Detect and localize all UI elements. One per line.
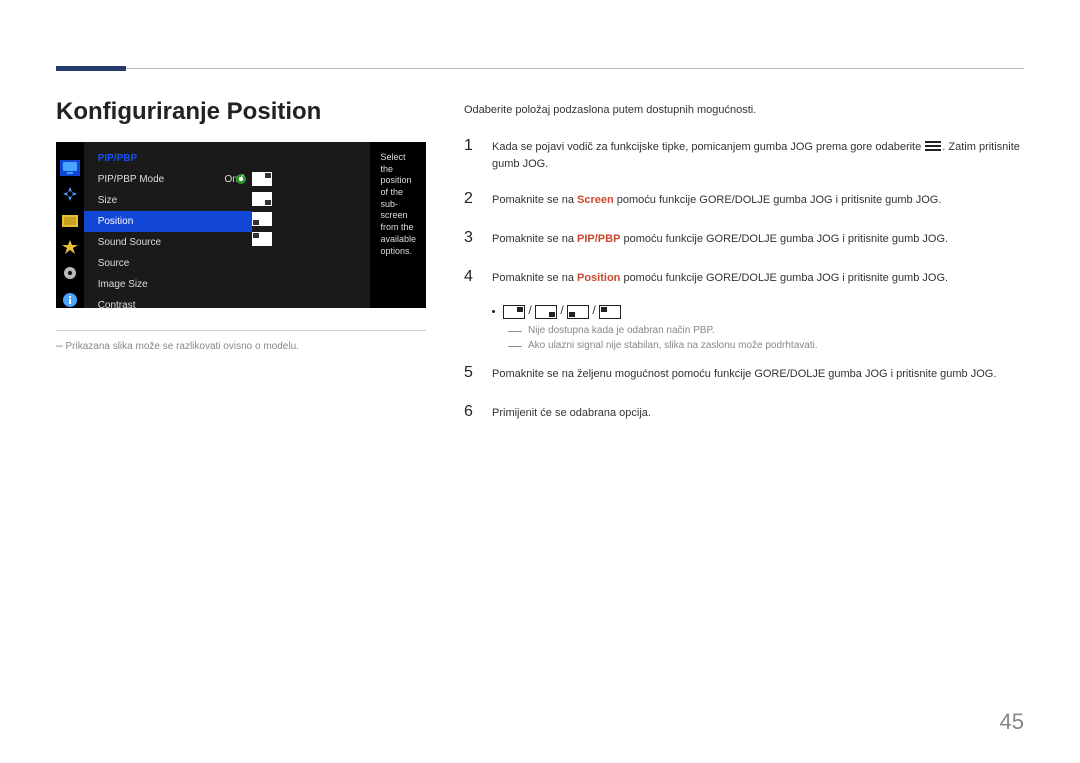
osd-menu: PIP/PBP PIP/PBP ModeOn Size Position Sound … bbox=[84, 142, 252, 308]
osd-menu-item: Position bbox=[84, 211, 252, 232]
step-number: 5 bbox=[464, 361, 478, 386]
step-body: Primijenit će se odabrana opcija. bbox=[492, 405, 1024, 422]
position-option-bl bbox=[252, 212, 272, 226]
step-number: 3 bbox=[464, 226, 478, 251]
step-number: 6 bbox=[464, 400, 478, 425]
step: 4 Pomaknite se na Position pomoću funkcij… bbox=[464, 265, 1024, 290]
separator-slash: / bbox=[525, 303, 535, 317]
monitor-icon bbox=[60, 160, 80, 176]
menu-icon bbox=[924, 141, 942, 151]
subnote: ― Ako ulazni signal nije stabilan, slika … bbox=[508, 340, 1024, 351]
bullet-dot bbox=[492, 310, 495, 313]
step: 5 Pomaknite se na željenu mogućnost pomoć… bbox=[464, 361, 1024, 386]
osd-item-label: Sound Source bbox=[98, 237, 161, 248]
gear-icon bbox=[60, 265, 80, 281]
step: 6 Primijenit će se odabrana opcija. bbox=[464, 400, 1024, 425]
osd-menu-item: PIP/PBP ModeOn bbox=[84, 169, 252, 190]
step-number: 1 bbox=[464, 134, 478, 159]
page-number: 45 bbox=[1000, 709, 1024, 735]
osd-menu-item: Image Size bbox=[84, 274, 252, 295]
osd-item-label: Image Size bbox=[98, 279, 148, 290]
position-options-row: / / / bbox=[492, 303, 1024, 318]
step: 3 Pomaknite se na PIP/PBP pomoću funkcije… bbox=[464, 226, 1024, 251]
keyword: Screen bbox=[577, 194, 614, 206]
osd-screenshot: PIP/PBP PIP/PBP ModeOn Size Position Sound … bbox=[56, 142, 426, 308]
step-body: Pomaknite se na PIP/PBP pomoću funkcije … bbox=[492, 231, 1024, 248]
dash-icon: ― bbox=[508, 325, 522, 336]
osd-item-label: Position bbox=[98, 216, 134, 227]
position-option-br bbox=[252, 192, 272, 206]
osd-item-label: Source bbox=[98, 258, 130, 269]
position-icon-br bbox=[535, 305, 557, 319]
instructions-column: Odaberite položaj podzaslona putem dostu… bbox=[464, 104, 1024, 439]
step-number: 2 bbox=[464, 187, 478, 212]
header-accent bbox=[56, 66, 126, 71]
image-icon bbox=[60, 213, 80, 229]
separator-slash: / bbox=[557, 303, 567, 317]
dash-icon: ― bbox=[508, 340, 522, 351]
position-option-tr bbox=[252, 172, 272, 186]
subnote: ― Nije dostupna kada je odabran način PBP… bbox=[508, 325, 1024, 336]
step-body: Pomaknite se na Screen pomoću funkcije G… bbox=[492, 192, 1024, 209]
step: 2 Pomaknite se na Screen pomoću funkcije … bbox=[464, 187, 1024, 212]
page-title: Konfiguriranje Position bbox=[56, 98, 321, 126]
osd-menu-item: Source bbox=[84, 253, 252, 274]
position-option-tl bbox=[252, 232, 272, 246]
position-icon-tl bbox=[599, 305, 621, 319]
osd-menu-item: Sound Source bbox=[84, 232, 252, 253]
step-body: Kada se pojavi vodič za funkcijske tipke… bbox=[492, 139, 1024, 173]
osd-sidebar bbox=[56, 142, 84, 308]
info-icon bbox=[60, 292, 80, 308]
osd-menu-item: Size bbox=[84, 190, 252, 211]
subnote-text: Nije dostupna kada je odabran način PBP. bbox=[528, 325, 715, 336]
step-number: 4 bbox=[464, 265, 478, 290]
navigate-icon bbox=[60, 186, 80, 202]
intro-text: Odaberite položaj podzaslona putem dostu… bbox=[464, 104, 1024, 116]
step-body: Pomaknite se na Position pomoću funkcije… bbox=[492, 270, 1024, 287]
star-icon bbox=[60, 239, 80, 255]
osd-item-label: Size bbox=[98, 195, 117, 206]
keyword: Position bbox=[577, 272, 620, 284]
osd-position-preview bbox=[252, 142, 371, 308]
note-separator bbox=[56, 330, 426, 331]
step-body: Pomaknite se na željenu mogućnost pomoću… bbox=[492, 366, 1024, 383]
osd-item-label: PIP/PBP Mode bbox=[98, 174, 165, 185]
position-icon-bl bbox=[567, 305, 589, 319]
keyword: PIP/PBP bbox=[577, 233, 620, 245]
position-icon-tr bbox=[503, 305, 525, 319]
separator-slash: / bbox=[589, 303, 599, 317]
model-disclaimer: – Prikazana slika može se razlikovati ov… bbox=[56, 338, 426, 352]
osd-help-text: Select the position of the sub-screen fr… bbox=[370, 142, 426, 308]
header-rule bbox=[56, 68, 1024, 69]
osd-menu-item: Contrast bbox=[84, 295, 252, 316]
model-disclaimer-text: Prikazana slika može se razlikovati ovis… bbox=[65, 341, 298, 352]
step: 1 Kada se pojavi vodič za funkcijske tipk… bbox=[464, 134, 1024, 173]
osd-menu-header: PIP/PBP bbox=[84, 150, 252, 169]
subnote-text: Ako ulazni signal nije stabilan, slika n… bbox=[528, 340, 818, 351]
osd-item-label: Contrast bbox=[98, 300, 136, 311]
